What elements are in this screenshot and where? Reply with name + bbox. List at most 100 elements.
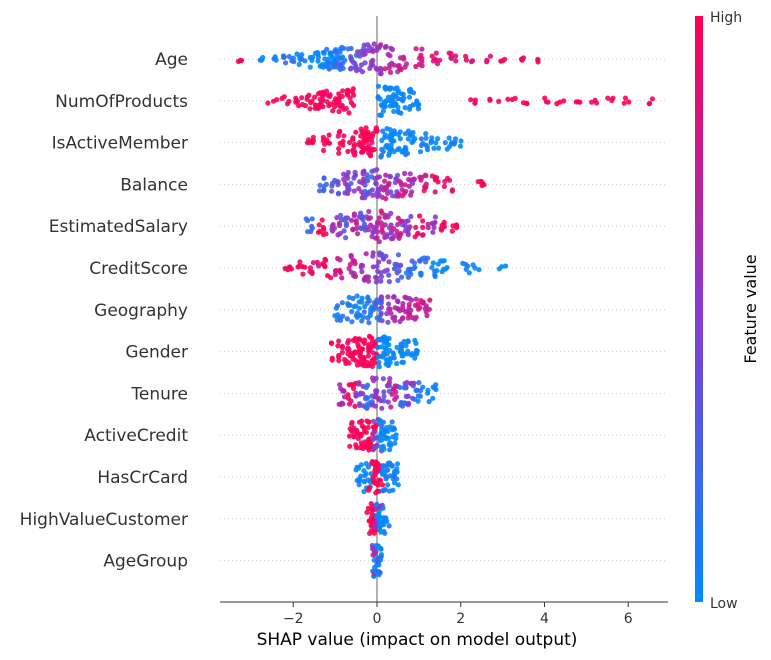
shap-point: [387, 174, 394, 180]
shap-point: [388, 69, 394, 75]
shap-point: [431, 225, 437, 231]
feature-label: NumOfProducts: [55, 92, 188, 112]
shap-point: [376, 477, 382, 483]
shap-point: [405, 136, 411, 142]
shap-point: [395, 96, 401, 102]
shap-point: [281, 94, 287, 100]
shap-point: [350, 136, 356, 142]
shap-point: [382, 222, 388, 228]
shap-point: [358, 225, 365, 232]
shap-point: [496, 98, 502, 104]
shap-point: [365, 278, 372, 284]
shap-point: [389, 60, 395, 66]
shap-point: [429, 173, 435, 179]
shap-point: [382, 66, 388, 72]
shap-point: [322, 256, 328, 262]
shap-point: [626, 99, 632, 105]
shap-point: [321, 226, 327, 232]
shap-point: [376, 562, 382, 568]
shap-point: [344, 316, 350, 322]
shap-point: [385, 51, 391, 58]
shap-point: [315, 51, 321, 57]
shap-point: [363, 125, 369, 131]
shap-point: [344, 220, 350, 227]
shap-point: [307, 265, 313, 271]
shap-point: [359, 129, 365, 135]
shap-point: [381, 430, 387, 437]
shap-point: [418, 270, 424, 276]
shap-point: [390, 487, 396, 493]
shap-point: [283, 60, 289, 66]
shap-point: [336, 146, 342, 152]
feature-points: [265, 83, 656, 118]
shap-point: [371, 41, 377, 47]
shap-point: [296, 263, 303, 269]
shap-point: [373, 180, 379, 186]
shap-point: [320, 64, 326, 70]
shap-point: [387, 306, 393, 312]
shap-point: [310, 260, 316, 266]
shap-point: [423, 181, 429, 187]
shap-point: [610, 95, 616, 101]
feature-points: [317, 167, 487, 202]
shap-point: [399, 343, 405, 349]
shap-point: [383, 43, 389, 50]
feature-label: ActiveCredit: [84, 426, 188, 446]
shap-point: [375, 95, 381, 101]
shap-point: [423, 259, 429, 265]
shap-point: [355, 231, 361, 237]
shap-point: [337, 66, 343, 72]
shap-point: [391, 426, 398, 432]
shap-point: [281, 54, 287, 60]
shap-point: [345, 175, 351, 181]
shap-point: [379, 137, 385, 143]
feature-rows: Age NumOfProducts IsActiveMember Balance Est…: [20, 50, 668, 572]
shap-point: [361, 355, 367, 361]
shap-point: [395, 88, 401, 94]
feature-points: [304, 125, 464, 160]
shap-point: [417, 213, 423, 219]
shap-point: [408, 192, 414, 198]
shap-point: [429, 220, 435, 226]
shap-point: [434, 175, 440, 181]
shap-point: [348, 421, 355, 427]
shap-point: [396, 268, 402, 274]
shap-point: [589, 99, 595, 105]
shap-point: [405, 348, 411, 354]
shap-point: [364, 405, 370, 411]
shap-point: [370, 57, 376, 64]
shap-point: [399, 274, 405, 280]
shap-point: [309, 216, 315, 222]
shap-point: [404, 379, 410, 386]
shap-point: [409, 352, 415, 358]
shap-point: [383, 196, 389, 202]
shap-point: [357, 444, 363, 451]
x-tick-label: 2: [456, 611, 465, 627]
shap-point: [377, 353, 383, 359]
shap-point: [406, 311, 412, 317]
shap-point: [387, 356, 393, 362]
feature-label: Tenure: [130, 384, 188, 404]
shap-point: [372, 523, 378, 530]
shap-point: [500, 58, 506, 64]
shap-point: [415, 301, 421, 307]
shap-point: [364, 402, 370, 408]
shap-point: [382, 85, 388, 91]
shap-point: [329, 180, 336, 186]
shap-point: [410, 90, 417, 96]
shap-point: [378, 310, 384, 316]
shap-point: [352, 261, 358, 267]
shap-point: [370, 552, 376, 558]
shap-point: [320, 92, 326, 98]
shap-point: [505, 96, 511, 102]
feature-label: Age: [155, 50, 188, 70]
shap-point: [346, 337, 352, 344]
shap-point: [410, 138, 416, 144]
shap-point: [380, 128, 386, 134]
shap-point: [413, 351, 419, 357]
shap-point: [265, 100, 271, 106]
shap-point: [374, 344, 380, 350]
shap-point: [382, 487, 388, 493]
shap-point: [351, 102, 357, 108]
shap-point: [416, 61, 422, 67]
